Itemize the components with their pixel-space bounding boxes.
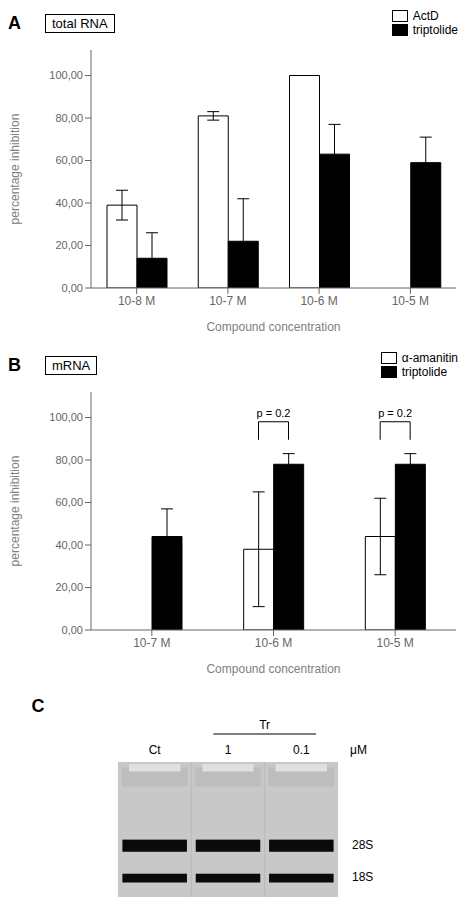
svg-text:μM: μM xyxy=(350,743,367,757)
svg-text:10-7 M: 10-7 M xyxy=(209,294,246,308)
svg-text:10-8 M: 10-8 M xyxy=(118,294,155,308)
svg-text:0,00: 0,00 xyxy=(62,282,83,294)
svg-text:40,00: 40,00 xyxy=(55,539,83,551)
svg-text:80,00: 80,00 xyxy=(55,454,83,466)
html-text:triptolide: triptolide xyxy=(412,23,458,37)
svg-text:20,00: 20,00 xyxy=(55,581,83,593)
html-text:B: B xyxy=(8,354,21,375)
svg-text:p = 0.2: p = 0.2 xyxy=(257,407,291,419)
svg-text:Compound concentration: Compound concentration xyxy=(206,320,340,334)
svg-text:60,00: 60,00 xyxy=(55,496,83,508)
svg-text:10-7 M: 10-7 M xyxy=(133,636,170,650)
svg-text:p = 0.2: p = 0.2 xyxy=(378,407,412,419)
svg-text:10-5 M: 10-5 M xyxy=(392,294,429,308)
svg-text:80,00: 80,00 xyxy=(55,112,83,124)
svg-text:18S: 18S xyxy=(352,870,373,884)
svg-text:C: C xyxy=(32,696,45,716)
svg-text:100,00: 100,00 xyxy=(49,69,83,81)
svg-text:0,00: 0,00 xyxy=(62,624,83,636)
svg-text:0.1: 0.1 xyxy=(293,743,310,757)
svg-text:Compound concentration: Compound concentration xyxy=(206,662,340,676)
svg-text:percentage inhibition: percentage inhibition xyxy=(8,114,22,225)
html-text:A: A xyxy=(8,12,21,33)
svg-text:Tr: Tr xyxy=(259,718,270,732)
svg-text:20,00: 20,00 xyxy=(55,239,83,251)
svg-text:40,00: 40,00 xyxy=(55,197,83,209)
html-text:α-amanitin: α-amanitin xyxy=(401,351,458,365)
html-text:total RNA: total RNA xyxy=(52,15,108,31)
html-text:ActD: ActD xyxy=(412,9,439,23)
svg-text:10-5 M: 10-5 M xyxy=(376,636,413,650)
svg-text:100,00: 100,00 xyxy=(49,411,83,423)
html-text:mRNA: mRNA xyxy=(52,357,91,373)
svg-text:Ct: Ct xyxy=(149,743,162,757)
svg-text:60,00: 60,00 xyxy=(55,154,83,166)
svg-text:28S: 28S xyxy=(352,838,373,852)
svg-text:percentage inhibition: percentage inhibition xyxy=(8,456,22,567)
svg-text:10-6 M: 10-6 M xyxy=(255,636,292,650)
svg-text:1: 1 xyxy=(225,743,232,757)
svg-text:10-6 M: 10-6 M xyxy=(300,294,337,308)
html-text:triptolide: triptolide xyxy=(401,365,448,379)
